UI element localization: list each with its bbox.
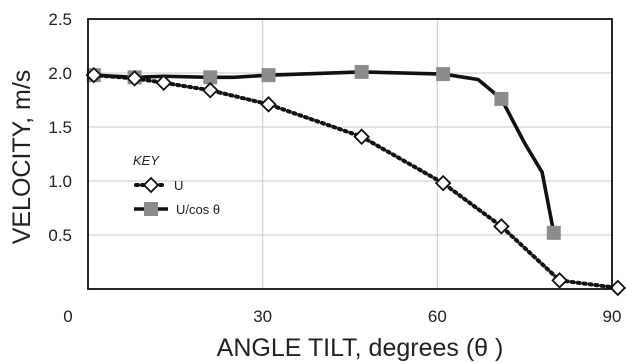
- y-axis-title: VELOCITY, m/s: [8, 70, 36, 245]
- x-tick-label: 90: [603, 307, 622, 326]
- diamond-marker: [155, 74, 172, 91]
- series-line-u: [91, 73, 620, 290]
- square-marker: [546, 225, 561, 240]
- chart-grid: [88, 19, 612, 289]
- x-tick-label: 60: [428, 307, 447, 326]
- legend: KEY U U/cos θ: [133, 153, 220, 217]
- diamond-marker: [434, 174, 452, 192]
- diamond-marker: [85, 66, 103, 84]
- square-marker: [261, 68, 276, 83]
- diamond-marker: [353, 128, 370, 145]
- square-marker: [203, 70, 218, 85]
- legend-title: KEY: [133, 153, 160, 168]
- plot-frame: [87, 18, 613, 290]
- series-u: [85, 66, 626, 297]
- tick-labels: 0 30 60 90 0.5 1.0 1.5 2.0 2.5: [48, 10, 621, 326]
- diamond-marker: [260, 96, 277, 113]
- y-tick-label: 1.5: [48, 118, 72, 137]
- x-tick-label: 0: [63, 307, 72, 326]
- square-marker: [354, 64, 369, 79]
- square-marker: [436, 67, 451, 82]
- diamond-marker: [551, 272, 568, 289]
- diamond-marker: [201, 82, 219, 99]
- y-tick-label: 2.5: [48, 10, 72, 29]
- y-tick-label: 2.0: [48, 64, 72, 83]
- diamond-marker: [142, 176, 160, 194]
- square-marker: [144, 202, 158, 216]
- x-axis-title: ANGLE TILT, degrees (θ ): [217, 334, 504, 362]
- diamond-marker: [609, 279, 626, 297]
- legend-label-u-cos-theta: U/cos θ: [176, 202, 220, 217]
- y-tick-label: 0.5: [48, 226, 72, 245]
- diamond-marker: [126, 70, 143, 87]
- x-tick-label: 30: [253, 307, 272, 326]
- y-tick-label: 1.0: [48, 172, 72, 191]
- series-layer: [85, 64, 626, 297]
- legend-label-u: U: [174, 178, 183, 193]
- diamond-marker: [493, 218, 510, 235]
- square-marker: [494, 91, 509, 106]
